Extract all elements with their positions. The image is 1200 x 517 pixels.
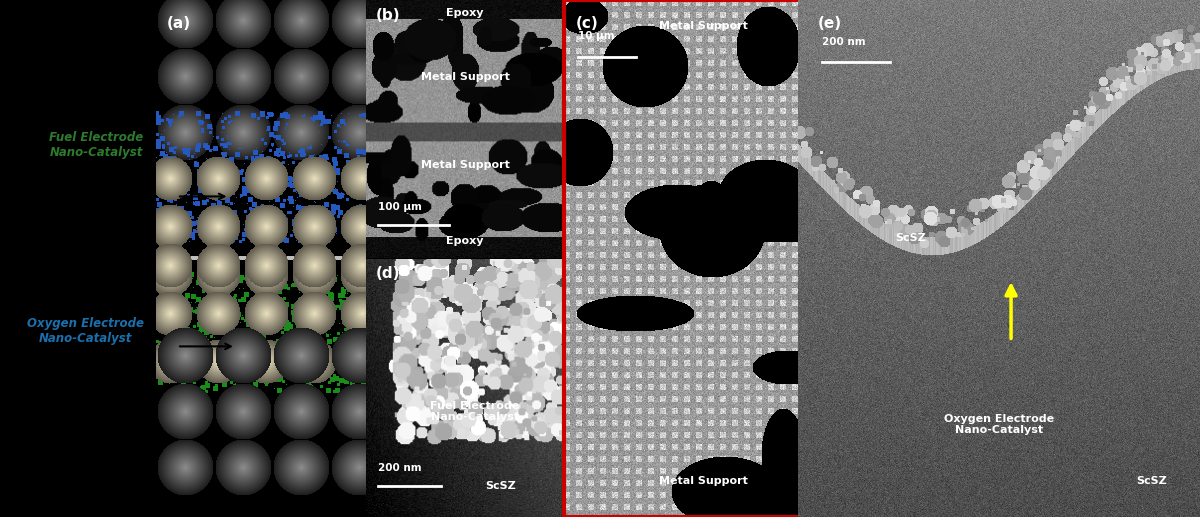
Text: Metal Support: Metal Support [659,21,748,31]
Text: Metal Support: Metal Support [420,72,510,82]
Text: ScSZ: ScSZ [895,233,926,242]
Text: Fuel Electrode
Nano-Catalyst: Fuel Electrode Nano-Catalyst [49,131,144,159]
Text: Fuel Electrode
Nano-Catalyst: Fuel Electrode Nano-Catalyst [431,401,520,422]
Text: (e): (e) [818,16,842,31]
Text: ScSZ: ScSZ [485,481,516,491]
Text: (c): (c) [576,16,599,31]
Text: Oxygen Electrode
Nano-Catalyst: Oxygen Electrode Nano-Catalyst [944,414,1054,435]
Text: (a): (a) [167,16,191,31]
Text: Oxygen Electrode
Nano-Catalyst: Oxygen Electrode Nano-Catalyst [26,317,144,345]
Text: ScSZ: ScSZ [1136,476,1168,486]
Text: (d): (d) [376,266,401,281]
Text: 200 nm: 200 nm [378,463,421,473]
Text: 200 nm: 200 nm [822,37,865,47]
Text: 100 μm: 100 μm [378,202,421,212]
Text: 10 μm: 10 μm [578,32,616,41]
Text: Epoxy: Epoxy [446,236,484,246]
Text: Metal Support: Metal Support [420,160,510,170]
Text: (b): (b) [376,8,401,23]
Text: Metal Support: Metal Support [659,476,748,486]
Text: Epoxy: Epoxy [446,8,484,18]
